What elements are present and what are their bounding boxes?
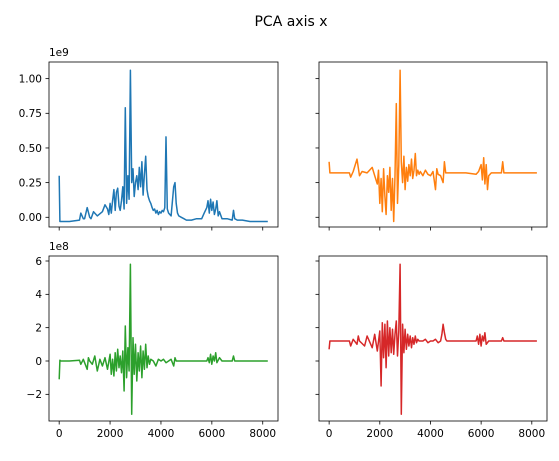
axes-frame-bottom-left (48, 255, 279, 422)
x-tick-label: 4000 (148, 428, 175, 440)
y-tick-label: 0.25 (19, 177, 42, 189)
x-tick-label: 4000 (417, 428, 444, 440)
series-line-bottom-left (58, 263, 268, 416)
y-tick-label: 0.50 (19, 143, 42, 155)
x-tick-label: 6000 (468, 428, 495, 440)
x-tick-label: 0 (56, 428, 63, 440)
series-line-bottom-right (328, 263, 537, 416)
y-tick-label: 0 (35, 356, 42, 368)
y-tick-label: 1.00 (19, 73, 42, 85)
x-tick-label: 6000 (198, 428, 225, 440)
series-line-top-right (328, 69, 537, 223)
y-offset-label: 1e8 (49, 241, 69, 253)
figure-title: PCA axis x (254, 14, 327, 30)
subplot-top-right (315, 61, 548, 231)
y-tick-label: 4 (35, 289, 42, 301)
subplot-grid: 0.00 0.25 0.50 0.75 1.00 1e9 −2 0 2 4 6 0 2000 4000 60… (19, 47, 548, 440)
x-tick-label: 0 (326, 428, 333, 440)
subplot-bottom-right: 0 2000 4000 6000 8000 (315, 255, 548, 440)
x-tick-label: 8000 (518, 428, 545, 440)
y-tick-label: 0.75 (19, 108, 42, 120)
y-tick-label: −2 (27, 389, 42, 401)
x-tick-label: 2000 (366, 428, 393, 440)
axes-frame-top-right (318, 61, 548, 228)
y-tick-label: 2 (35, 322, 42, 334)
axes-frame-top-left (48, 61, 279, 228)
x-tick-label: 2000 (97, 428, 124, 440)
y-offset-label: 1e9 (49, 47, 69, 59)
y-tick-label: 0.00 (19, 212, 42, 224)
y-tick-label: 6 (35, 256, 42, 268)
subplot-bottom-left: −2 0 2 4 6 0 2000 4000 6000 8000 1e8 (27, 241, 279, 440)
subplot-top-left: 0.00 0.25 0.50 0.75 1.00 1e9 (19, 47, 279, 231)
axes-frame-bottom-right (318, 255, 548, 422)
series-line-top-left (58, 69, 268, 223)
x-tick-label: 8000 (249, 428, 276, 440)
